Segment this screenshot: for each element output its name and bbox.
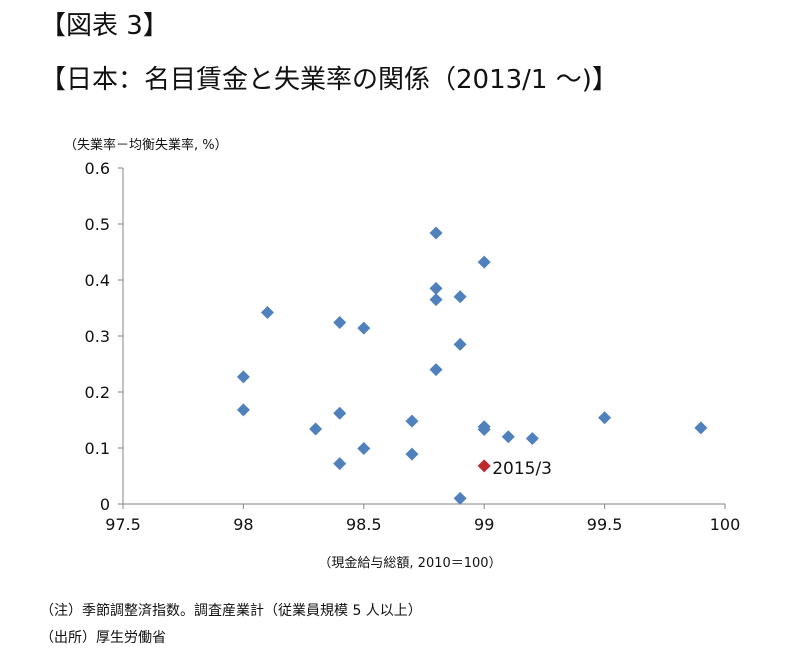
highlight-point — [477, 459, 491, 473]
y-tick-label: 0.3 — [85, 327, 110, 346]
data-point — [429, 293, 443, 307]
data-point — [260, 305, 274, 319]
footnote: （注）季節調整済指数。調査産業計（従業員規模 5 人以上） — [40, 603, 422, 619]
data-point — [309, 422, 323, 436]
x-tick-label: 99.5 — [587, 515, 623, 534]
data-point — [236, 370, 250, 384]
data-point — [477, 255, 491, 269]
y-tick-label: 0.6 — [85, 159, 110, 178]
data-point — [501, 430, 515, 444]
source-note: （出所）厚生労働省 — [40, 630, 166, 646]
x-tick-label: 100 — [710, 515, 741, 534]
y-tick-label: 0.2 — [85, 383, 110, 402]
data-point — [333, 316, 347, 330]
data-point — [453, 290, 467, 304]
y-axis-label: （失業率－均衡失業率, %） — [64, 138, 228, 153]
data-point — [453, 337, 467, 351]
data-point — [429, 281, 443, 295]
x-tick-label: 99 — [474, 515, 494, 534]
x-tick-label: 97.5 — [105, 515, 141, 534]
highlight-label: 2015/3 — [492, 459, 552, 479]
figure-label: 【図表 3】 — [40, 11, 169, 41]
x-tick-label: 98.5 — [346, 515, 382, 534]
chart-title: 【日本：名目賃金と失業率の関係（2013/1 ～)】 — [40, 65, 618, 95]
data-point — [525, 431, 539, 445]
x-tick-label: 98 — [233, 515, 253, 534]
data-point — [357, 442, 371, 456]
y-tick-label: 0.5 — [85, 215, 110, 234]
data-point — [429, 226, 443, 240]
data-point — [333, 406, 347, 420]
y-tick-label: 0 — [100, 495, 110, 514]
data-point — [357, 321, 371, 335]
data-point — [429, 363, 443, 377]
data-point — [453, 491, 467, 505]
data-point — [477, 423, 491, 437]
data-point — [694, 421, 708, 435]
y-tick-label: 0.1 — [85, 439, 110, 458]
y-tick-label: 0.4 — [85, 271, 110, 290]
data-point — [405, 414, 419, 428]
data-point — [598, 411, 612, 425]
data-point — [236, 403, 250, 417]
data-point — [405, 447, 419, 461]
x-axis-label: （現金給与総額, 2010＝100） — [318, 556, 502, 571]
data-point — [333, 457, 347, 471]
